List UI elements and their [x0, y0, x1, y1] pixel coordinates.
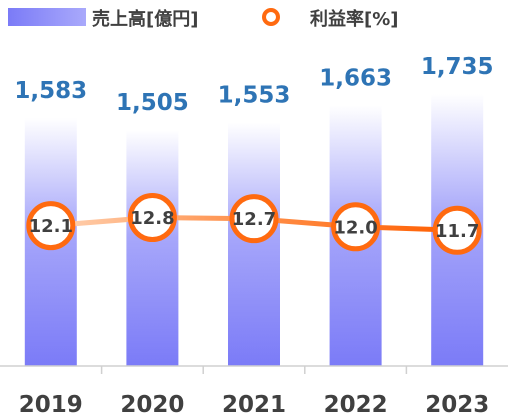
- bar-value-labels: 1,583 1,505 1,553 1,663 1,735: [14, 54, 493, 116]
- bar-label-2020: 1,505: [116, 90, 189, 116]
- margin-value-labels: 12.1 12.8 12.7 12.0 11.7: [29, 208, 480, 242]
- margin-marker-2021: [229, 194, 279, 244]
- margin-label-2020: 12.8: [130, 208, 174, 229]
- bar-2020: [126, 130, 179, 366]
- x-tick-label-2020: 2020: [120, 392, 184, 418]
- legend: 売上高[億円] 利益率[%]: [8, 8, 399, 30]
- bar-label-2019: 1,583: [14, 78, 87, 104]
- legend-label-sales: 売上高[億円]: [92, 8, 198, 30]
- margin-marker-2020: [127, 193, 177, 243]
- x-tick-label-2022: 2022: [324, 392, 388, 418]
- margin-label-2022: 12.0: [333, 217, 377, 238]
- x-tick-label-2021: 2021: [222, 392, 286, 418]
- legend-swatch-sales: [8, 8, 86, 26]
- bar-label-2021: 1,553: [218, 83, 291, 109]
- x-tick-label-2019: 2019: [19, 392, 83, 418]
- margin-marker-2019: [26, 201, 76, 251]
- margin-marker-2022: [331, 202, 381, 252]
- margin-markers: [26, 193, 482, 255]
- margin-label-2019: 12.1: [29, 216, 73, 237]
- bar-label-2023: 1,735: [421, 54, 494, 80]
- legend-label-margin: 利益率[%]: [310, 8, 399, 30]
- x-axis-tick-labels: 2019 2020 2021 2022 2023: [19, 392, 489, 418]
- bar-2021: [228, 122, 280, 366]
- bar-label-2022: 1,663: [319, 65, 392, 91]
- margin-label-2021: 12.7: [232, 209, 276, 230]
- legend-swatch-margin-marker: [262, 8, 280, 26]
- margin-label-2023: 11.7: [435, 221, 479, 242]
- x-axis-ticks: [100, 366, 408, 374]
- margin-marker-2023: [432, 205, 482, 255]
- x-tick-label-2023: 2023: [425, 392, 489, 418]
